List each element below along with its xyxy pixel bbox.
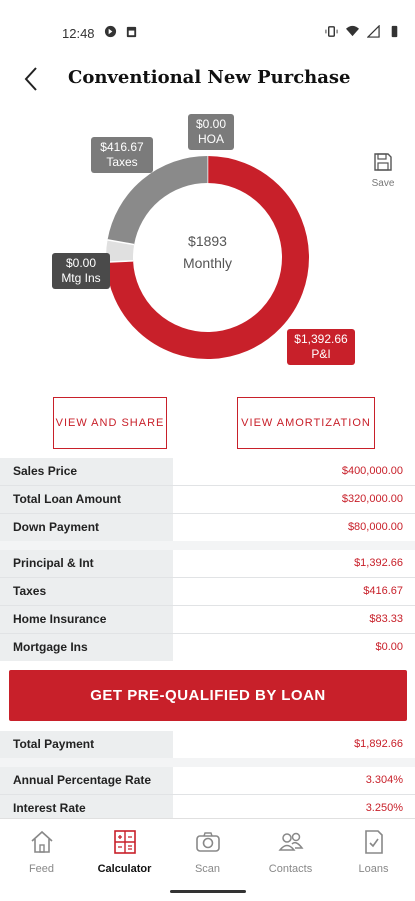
row-home-insurance: Home Insurance $83.33 — [0, 606, 415, 633]
tab-label: Calculator — [97, 863, 152, 875]
row-total-payment: Total Payment $1,892.66 — [0, 731, 415, 758]
callout-pi-name: P&I — [311, 347, 331, 361]
status-time: 12:48 — [62, 26, 95, 41]
row-apr: Annual Percentage Rate 3.304% — [0, 767, 415, 794]
row-value: $80,000.00 — [347, 521, 403, 533]
donut-separator — [107, 239, 135, 246]
row-down-payment: Down Payment $80,000.00 — [0, 514, 415, 541]
callout-taxes: $416.67 Taxes — [91, 137, 153, 173]
callout-pi-amount: $1,392.66 — [294, 332, 348, 346]
home-indicator — [170, 890, 246, 893]
callout-taxes-name: Taxes — [106, 155, 138, 169]
tab-label: Loans — [358, 863, 389, 875]
row-label: Interest Rate — [0, 795, 173, 822]
divider — [0, 605, 415, 606]
row-label: Total Loan Amount — [0, 486, 173, 513]
row-label: Sales Price — [0, 458, 173, 485]
callout-hoa-amount: $0.00 — [195, 117, 227, 131]
monthly-label: Monthly — [182, 255, 233, 271]
calculator-icon — [113, 830, 136, 854]
row-taxes: Taxes $416.67 — [0, 578, 415, 605]
row-value: $416.67 — [363, 585, 403, 597]
status-system-icons — [325, 25, 401, 38]
row-sales-price: Sales Price $400,000.00 — [0, 458, 415, 485]
header: Conventional New Purchase — [0, 58, 415, 100]
row-value: $320,000.00 — [341, 493, 403, 505]
row-label: Home Insurance — [0, 606, 173, 633]
row-total-loan-amount: Total Loan Amount $320,000.00 — [0, 486, 415, 513]
callout-mtg-ins: $0.00 Mtg Ins — [52, 253, 110, 289]
battery-icon — [391, 25, 398, 38]
tab-label: Scan — [194, 863, 221, 875]
vibrate-icon — [325, 26, 338, 37]
row-mortgage-ins: Mortgage Ins $0.00 — [0, 634, 415, 661]
tab-label: Feed — [28, 863, 55, 875]
divider — [0, 794, 415, 795]
tab-loans[interactable]: Loans — [332, 829, 415, 875]
payment-donut-chart — [106, 156, 309, 359]
save-icon — [374, 153, 392, 171]
row-value: 3.250% — [365, 802, 403, 814]
status-bar: 12:48 — [0, 0, 415, 64]
wifi-icon — [346, 25, 359, 37]
row-principal-int: Principal & Int $1,392.66 — [0, 550, 415, 577]
section-gap — [0, 758, 415, 767]
row-label: Annual Percentage Rate — [0, 767, 173, 794]
row-label: Mortgage Ins — [0, 634, 173, 661]
donut-center: $1893 Monthly — [105, 230, 310, 274]
view-amortization-button[interactable]: VIEW AMORTIZATION — [237, 397, 375, 449]
row-value: $0.00 — [375, 641, 403, 653]
row-value: $83.33 — [369, 613, 403, 625]
monthly-total-amount: $1893 — [188, 233, 227, 249]
row-label: Total Payment — [0, 731, 173, 758]
divider — [0, 577, 415, 578]
page-title: Conventional New Purchase — [68, 67, 351, 88]
camera-icon — [195, 832, 220, 852]
callout-mtg-name: Mtg Ins — [61, 271, 101, 285]
donut-slice-p-i — [106, 156, 309, 359]
get-pre-qualified-button[interactable]: GET PRE-QUALIFIED BY LOAN — [9, 670, 407, 721]
home-icon — [30, 830, 53, 853]
bottom-tab-bar: Feed Calculator Scan Contacts Loans — [0, 818, 415, 901]
donut-separator — [106, 260, 134, 263]
section-gap — [0, 541, 415, 550]
app-notification-icon — [104, 25, 117, 38]
row-label: Principal & Int — [0, 550, 173, 577]
callout-taxes-amount: $416.67 — [100, 140, 144, 154]
callout-hoa-name: HOA — [197, 132, 224, 146]
row-value: $1,892.66 — [354, 738, 403, 750]
calendar-notification-icon — [126, 26, 137, 38]
callout-pi: $1,392.66 P&I — [287, 329, 355, 365]
row-value: $400,000.00 — [341, 465, 403, 477]
view-and-share-button[interactable]: VIEW AND SHARE — [53, 397, 167, 449]
row-label: Down Payment — [0, 514, 173, 541]
tab-calculator[interactable]: Calculator — [83, 829, 166, 875]
document-check-icon — [364, 830, 383, 854]
tab-scan[interactable]: Scan — [166, 829, 249, 875]
row-label: Taxes — [0, 578, 173, 605]
save-button[interactable]: Save — [366, 152, 400, 192]
callout-mtg-amount: $0.00 — [65, 256, 97, 270]
save-label: Save — [371, 178, 395, 189]
row-interest-rate: Interest Rate 3.250% — [0, 795, 415, 822]
signal-icon — [367, 25, 380, 38]
status-notification-icons — [104, 25, 138, 38]
callout-hoa: $0.00 HOA — [188, 114, 234, 150]
divider — [0, 633, 415, 634]
tab-contacts[interactable]: Contacts — [249, 829, 332, 875]
donut-slice-taxes — [107, 156, 208, 246]
divider — [0, 513, 415, 514]
contacts-icon — [277, 832, 304, 851]
row-value: 3.304% — [365, 774, 403, 786]
tab-feed[interactable]: Feed — [0, 829, 83, 875]
divider — [0, 485, 415, 486]
tab-label: Contacts — [268, 863, 313, 875]
back-arrow-icon[interactable] — [18, 64, 46, 94]
row-value: $1,392.66 — [354, 557, 403, 569]
